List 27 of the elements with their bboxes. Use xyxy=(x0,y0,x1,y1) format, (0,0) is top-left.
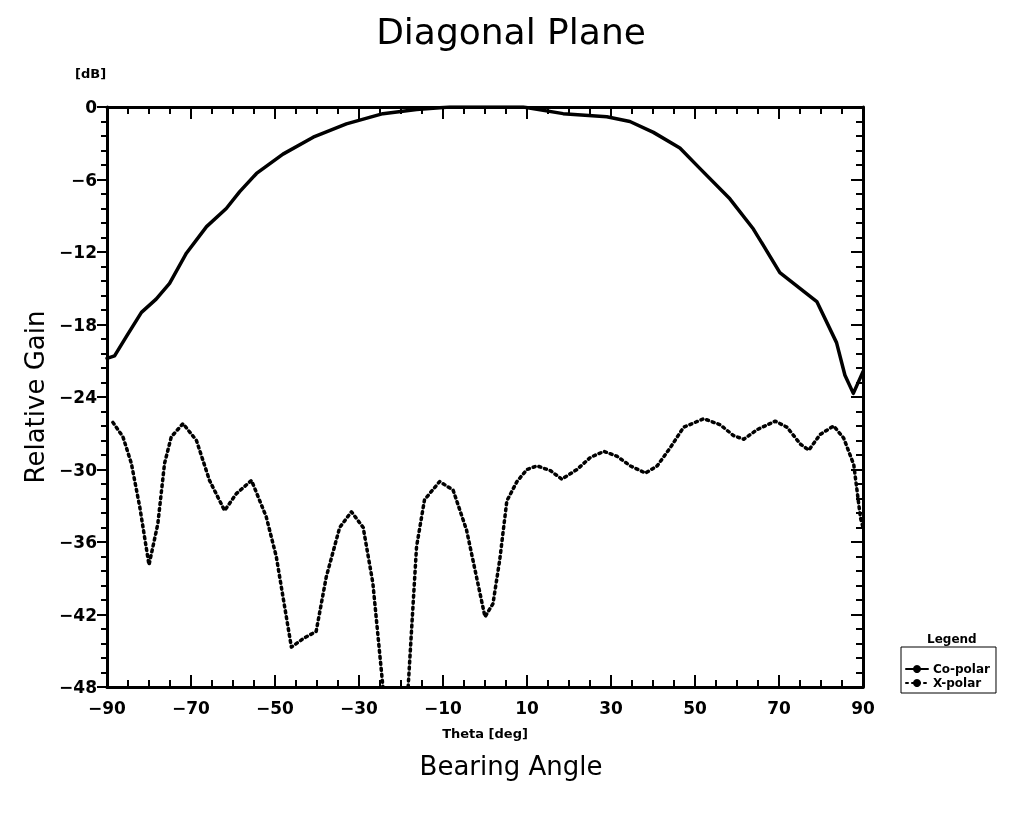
y-tick-label: −36 xyxy=(59,532,97,552)
x-tick-label: −70 xyxy=(172,697,211,718)
x-axis-title: Theta [deg] xyxy=(442,726,528,741)
text: Bearing Angle xyxy=(419,751,603,781)
x-tick-label: 70 xyxy=(767,697,791,718)
y-tick-label: −30 xyxy=(59,459,98,480)
x-tick-label: −10 xyxy=(424,697,463,718)
text: [dB] xyxy=(75,66,107,81)
y-tick-label: −24 xyxy=(59,387,98,407)
chart-title: Diagonal Plane xyxy=(376,10,646,52)
x-tick-label: 30 xyxy=(599,697,623,718)
x-tick-label: 90 xyxy=(851,697,875,718)
x-tick-label: −50 xyxy=(256,697,295,718)
legend-title: Legend xyxy=(927,632,977,646)
x-tick-label: 50 xyxy=(683,697,707,718)
y-tick-label: −42 xyxy=(59,604,97,625)
y-tick-label: −12 xyxy=(59,242,97,262)
y-tick-label: −18 xyxy=(59,314,97,335)
y-tick-label: −6 xyxy=(70,169,97,190)
y-tick-label: 0 xyxy=(85,97,98,117)
x-tick-label: 10 xyxy=(515,697,539,718)
legend-label: X-polar xyxy=(933,676,982,690)
x-tick-label: −30 xyxy=(340,697,379,718)
y-tick-label: −48 xyxy=(59,677,97,697)
x-tick-label: −90 xyxy=(88,697,127,718)
y-axis-title: Relative Gain xyxy=(20,310,51,484)
legend-label: Co-polar xyxy=(933,662,991,676)
